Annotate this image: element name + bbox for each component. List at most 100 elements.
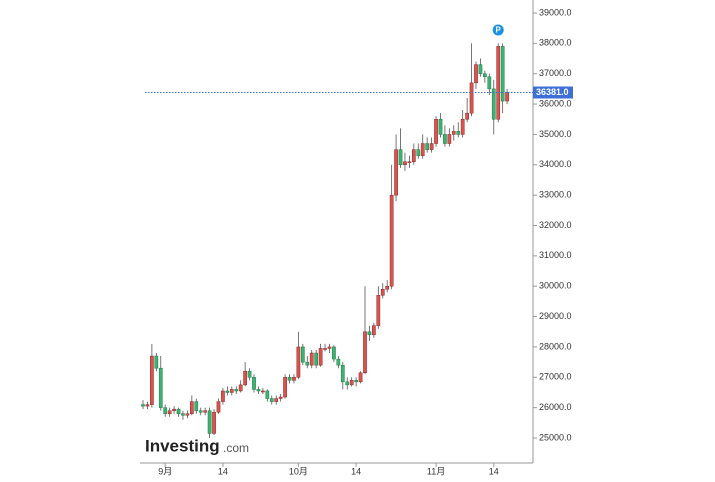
candle-body [287, 377, 292, 381]
candle-body [154, 355, 159, 369]
candle-body [389, 194, 394, 287]
candle-body [323, 348, 327, 350]
candle-body [269, 398, 274, 402]
candle-body [403, 161, 407, 166]
candle-body [500, 46, 505, 102]
candle-body [283, 377, 287, 398]
candle-body [363, 331, 367, 373]
y-tick-label: 26000.0 [539, 402, 572, 412]
candle-body [185, 413, 190, 416]
x-tick-label: 10月 [289, 466, 308, 476]
x-tick-label: 14 [489, 466, 499, 476]
candle-body [469, 82, 474, 114]
candle-body [327, 346, 332, 349]
candle-body [265, 390, 270, 399]
marker-circle [492, 24, 504, 36]
candle-body [398, 149, 403, 166]
candle-body [278, 396, 283, 399]
y-tick-label: 32000.0 [539, 220, 572, 230]
candle-body [261, 390, 265, 393]
candle-body [198, 410, 203, 413]
candle-body [345, 381, 350, 386]
y-tick-label: 37000.0 [539, 68, 572, 78]
candle-body [296, 346, 301, 378]
y-tick-label: 29000.0 [539, 311, 572, 321]
candle-body [429, 143, 434, 150]
candle-body [229, 389, 234, 393]
candle-body [474, 64, 478, 84]
y-tick-label: 27000.0 [539, 372, 572, 382]
y-tick-label: 31000.0 [539, 250, 572, 260]
candle-body [318, 348, 323, 366]
y-tick-label: 28000.0 [539, 341, 572, 351]
candle-body [216, 401, 221, 413]
candle-body [247, 370, 252, 378]
y-tick-label: 36000.0 [539, 98, 572, 108]
y-tick-label: 35000.0 [539, 129, 572, 139]
brand-suffix: .com [223, 441, 249, 455]
y-tick-label: 33000.0 [539, 190, 572, 200]
candle-body [167, 410, 172, 414]
candle-body [438, 118, 443, 135]
candle-body [176, 408, 181, 414]
candle-body [367, 331, 372, 336]
candle-body [349, 380, 354, 386]
candle-body [491, 88, 496, 120]
candle-body [376, 295, 381, 326]
candle-body [314, 352, 319, 366]
candle-body [385, 285, 390, 290]
candle-body [372, 325, 376, 336]
candle-body [394, 149, 398, 196]
candle-body [380, 289, 385, 296]
candle-body [340, 364, 345, 383]
x-tick-label: 14 [218, 466, 228, 476]
candle-body [443, 134, 447, 144]
candle-body [141, 404, 145, 407]
candle-body [496, 46, 501, 120]
last-price-label: 36381.0 [536, 87, 569, 97]
candle-body [425, 143, 430, 150]
candle-body [194, 401, 199, 411]
candle-body [354, 380, 358, 383]
candle-body [292, 377, 296, 381]
candle-body [243, 370, 247, 386]
candle-body [212, 411, 216, 434]
candle-body [478, 64, 483, 74]
candle-body [456, 131, 461, 135]
candle-body [416, 149, 421, 156]
candle-body [451, 131, 456, 135]
candle-body [203, 410, 208, 413]
candle-body [411, 149, 416, 163]
candle-body [305, 361, 310, 366]
candle-body [234, 389, 239, 392]
candle-body [336, 358, 341, 366]
x-tick-label: 14 [351, 466, 361, 476]
x-tick-label: 9月 [158, 466, 172, 476]
candle-body [505, 92, 509, 102]
candle-body [460, 118, 465, 135]
candle-body [252, 377, 256, 390]
y-tick-label: 39000.0 [539, 7, 572, 17]
marker-label: P [496, 26, 502, 35]
candle-body [487, 76, 492, 90]
candle-body [207, 410, 212, 434]
candle-body [332, 346, 336, 360]
candle-body [420, 143, 425, 156]
candle-body [172, 408, 176, 411]
brand: Investing [145, 436, 220, 455]
candle-body [145, 404, 150, 407]
candle-body [447, 134, 452, 144]
candle-body [221, 390, 225, 402]
last-price-box [533, 86, 573, 99]
candle-body [238, 384, 243, 392]
candle-body [300, 346, 305, 363]
y-tick-label: 25000.0 [539, 432, 572, 442]
candle-body [309, 352, 314, 366]
y-tick-label: 34000.0 [539, 159, 572, 169]
candle-body [158, 367, 163, 408]
candle-body [150, 355, 154, 405]
candle-body [483, 73, 487, 77]
y-tick-label: 38000.0 [539, 38, 572, 48]
candle-body [256, 389, 261, 392]
